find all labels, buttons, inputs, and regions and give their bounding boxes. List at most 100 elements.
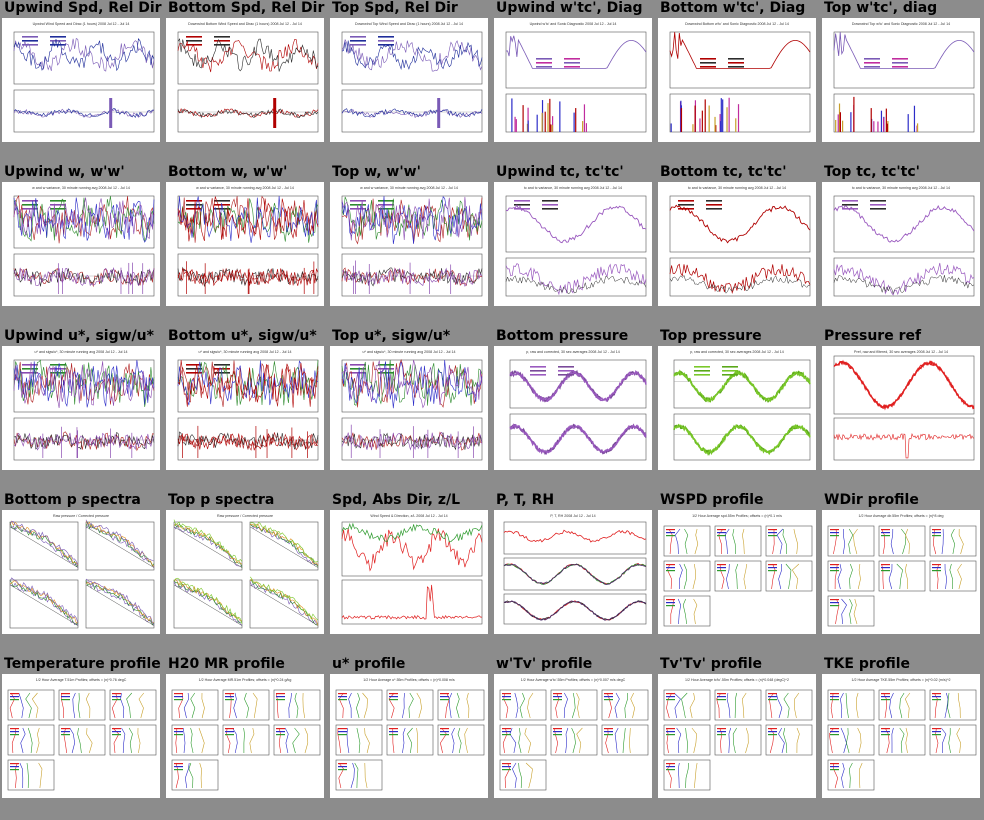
plot-tile[interactable]: H20 MR profile 1/2 Hour Average MR.51m Pr… [166, 656, 328, 802]
plot-thumbnail[interactable]: u* and sigw/u*, 30 minute running avg 20… [166, 346, 324, 470]
plot-caption: p, raw and corrected, 30 sec averages 20… [526, 350, 620, 354]
plot-thumbnail[interactable]: P, T, RH 2008 Jul 12 - Jul 14 [494, 510, 652, 634]
plot-title[interactable]: H20 MR profile [168, 656, 285, 672]
plot-tile[interactable]: Top Spd, Rel Dir Downwind Top Wind Speed … [330, 0, 492, 146]
plot-title[interactable]: WSPD profile [660, 492, 764, 508]
plot-thumbnail-image: tc and tc variance, 30 minute running av… [833, 186, 975, 297]
plot-tile[interactable]: P, T, RH P, T, RH 2008 Jul 12 - Jul 14 [494, 492, 656, 638]
plot-thumbnail[interactable]: Upwind w'tc' and Sonic Diagnostic 2008 J… [494, 18, 652, 142]
plot-thumbnail[interactable]: p, raw and corrected, 30 sec averages 20… [658, 346, 816, 470]
plot-tile[interactable]: Bottom u*, sigw/u* u* and sigw/u*, 30 min… [166, 328, 328, 474]
plot-title[interactable]: Temperature profile [4, 656, 161, 672]
plot-thumbnail[interactable]: Downwind Top Wind Speed and Dirac (1 hou… [330, 18, 488, 142]
plot-tile[interactable]: Upwind w, w'w' w and w variance, 30 minut… [2, 164, 164, 310]
plot-title[interactable]: Top w'tc', diag [824, 0, 938, 16]
plot-tile[interactable]: Top tc, tc'tc' tc and tc variance, 30 min… [822, 164, 984, 310]
plot-title[interactable]: w'Tv' profile [496, 656, 593, 672]
plot-title[interactable]: Bottom u*, sigw/u* [168, 328, 317, 344]
plot-thumbnail[interactable]: u* and sigw/u*, 30 minute running avg 20… [330, 346, 488, 470]
plot-title[interactable]: Bottom tc, tc'tc' [660, 164, 787, 180]
plot-tile[interactable]: Upwind tc, tc'tc' tc and tc variance, 30 … [494, 164, 656, 310]
plot-thumbnail[interactable]: Downwind Top w'tc' and Sonic Diagnostic … [822, 18, 980, 142]
plot-thumbnail[interactable]: tc and tc variance, 30 minute running av… [494, 182, 652, 306]
plot-thumbnail[interactable]: w and w variance, 30 minute running avg … [330, 182, 488, 306]
plot-thumbnail[interactable]: p, raw and corrected, 30 sec averages 20… [494, 346, 652, 470]
plot-thumbnail[interactable]: Raw pressure / Corrected pressure [166, 510, 324, 634]
plot-tile[interactable]: Bottom Spd, Rel Dir Downwind Bottom Wind … [166, 0, 328, 146]
plot-tile[interactable]: Spd, Abs Dir, z/L Wind Speed & Direction,… [330, 492, 492, 638]
plot-thumbnail[interactable]: Upwind Wind Speed and Dirac (1 hours) 20… [2, 18, 160, 142]
plot-tile[interactable]: Top u*, sigw/u* u* and sigw/u*, 30 minute… [330, 328, 492, 474]
plot-title[interactable]: Bottom pressure [496, 328, 629, 344]
plot-thumbnail[interactable]: 1/2 Hour Average TKE.55m Profiles; offse… [822, 674, 980, 798]
plot-title[interactable]: Bottom w, w'w' [168, 164, 288, 180]
plot-tile[interactable]: WSPD profile 1/2 Hour Average spd.55m Pro… [658, 492, 820, 638]
plot-thumbnail-image: 1/2 Hour Average TKE.55m Profiles; offse… [827, 678, 977, 791]
plot-tile[interactable]: Top p spectra Raw pressure / Corrected pr… [166, 492, 328, 638]
plot-title[interactable]: Top p spectra [168, 492, 275, 508]
plot-thumbnail[interactable]: 1/2 Hour Average dir.55m Profiles; offse… [822, 510, 980, 634]
plot-thumbnail[interactable]: Raw pressure / Corrected pressure [2, 510, 160, 634]
plot-title[interactable]: Upwind w, w'w' [4, 164, 125, 180]
plot-thumbnail[interactable]: w and w variance, 30 minute running avg … [2, 182, 160, 306]
plot-tile[interactable]: u* profile 1/2 Hour Average u*.55m Profil… [330, 656, 492, 802]
plot-title[interactable]: Upwind tc, tc'tc' [496, 164, 624, 180]
plot-thumbnail-image: u* and sigw/u*, 30 minute running avg 20… [13, 350, 155, 461]
plot-title[interactable]: u* profile [332, 656, 406, 672]
plot-thumbnail[interactable]: Downwind Bottom w'tc' and Sonic Diagnost… [658, 18, 816, 142]
plot-thumbnail[interactable]: Wind Speed & Direction, z/L 2008 Jul 12 … [330, 510, 488, 634]
plot-title[interactable]: Pressure ref [824, 328, 922, 344]
plot-tile[interactable]: w'Tv' profile 1/2 Hour Average w'tc'.55m … [494, 656, 656, 802]
plot-title[interactable]: Spd, Abs Dir, z/L [332, 492, 461, 508]
plot-title[interactable]: Bottom p spectra [4, 492, 141, 508]
plot-tile[interactable]: Tv'Tv' profile 1/2 Hour Average tc'tc'.55… [658, 656, 820, 802]
plot-title[interactable]: Upwind Spd, Rel Dir [4, 0, 162, 16]
plot-title[interactable]: Tv'Tv' profile [660, 656, 763, 672]
plot-tile[interactable]: Bottom pressure p, raw and corrected, 30 … [494, 328, 656, 474]
plot-title[interactable]: Bottom Spd, Rel Dir [168, 0, 325, 16]
plot-title[interactable]: TKE profile [824, 656, 911, 672]
plot-thumbnail[interactable]: 1/2 Hour Average w'tc'.55m Profiles; off… [494, 674, 652, 798]
plot-tile[interactable]: Top w'tc', diag Downwind Top w'tc' and So… [822, 0, 984, 146]
plot-tile[interactable]: WDir profile 1/2 Hour Average dir.55m Pro… [822, 492, 984, 638]
plot-tile[interactable]: Upwind u*, sigw/u* u* and sigw/u*, 30 min… [2, 328, 164, 474]
plot-title[interactable]: Top tc, tc'tc' [824, 164, 920, 180]
plot-tile[interactable]: Pressure ref Pref, raw and filtered, 30 s… [822, 328, 984, 474]
plot-tile[interactable]: Bottom w, w'w' w and w variance, 30 minut… [166, 164, 328, 310]
plot-thumbnail[interactable]: u* and sigw/u*, 30 minute running avg 20… [2, 346, 160, 470]
plot-title[interactable]: Top u*, sigw/u* [332, 328, 451, 344]
plot-thumbnail[interactable]: tc and tc variance, 30 minute running av… [658, 182, 816, 306]
plot-title[interactable]: WDir profile [824, 492, 919, 508]
plot-title[interactable]: Top w, w'w' [332, 164, 421, 180]
plot-tile[interactable]: Bottom p spectra Raw pressure / Corrected… [2, 492, 164, 638]
plot-title[interactable]: Top Spd, Rel Dir [332, 0, 458, 16]
plot-thumbnail-image: Upwind w'tc' and Sonic Diagnostic 2008 J… [505, 22, 647, 133]
plot-caption: tc and tc variance, 30 minute running av… [524, 186, 622, 190]
plot-title[interactable]: Bottom w'tc', Diag [660, 0, 806, 16]
plot-tile[interactable]: Temperature profile 1/2 Hour Average T.51… [2, 656, 164, 802]
plot-thumbnail[interactable]: Downwind Bottom Wind Speed and Dirac (1 … [166, 18, 324, 142]
plot-title[interactable]: P, T, RH [496, 492, 555, 508]
plot-thumbnail[interactable]: 1/2 Hour Average tc'tc'.55m Profiles; of… [658, 674, 816, 798]
plot-tile[interactable]: Top w, w'w' w and w variance, 30 minute r… [330, 164, 492, 310]
plot-tile[interactable]: TKE profile 1/2 Hour Average TKE.55m Prof… [822, 656, 984, 802]
plot-title[interactable]: Upwind u*, sigw/u* [4, 328, 154, 344]
plot-thumbnail[interactable]: 1/2 Hour Average spd.55m Profiles; offse… [658, 510, 816, 634]
plot-thumbnail-image: 1/2 Hour Average MR.51m Profiles; offset… [171, 678, 321, 791]
plot-caption: P, T, RH 2008 Jul 12 - Jul 14 [550, 514, 595, 518]
plot-caption: 1/2 Hour Average T.51m Profiles; offsets… [36, 678, 127, 682]
plot-tile[interactable]: Upwind w'tc', Diag Upwind w'tc' and Sonic… [494, 0, 656, 146]
plot-thumbnail[interactable]: 1/2 Hour Average MR.51m Profiles; offset… [166, 674, 324, 798]
plot-tile[interactable]: Bottom w'tc', Diag Downwind Bottom w'tc' … [658, 0, 820, 146]
plot-thumbnail[interactable]: w and w variance, 30 minute running avg … [166, 182, 324, 306]
plot-title[interactable]: Top pressure [660, 328, 762, 344]
plot-tile[interactable]: Top pressure p, raw and corrected, 30 sec… [658, 328, 820, 474]
plot-tile[interactable]: Bottom tc, tc'tc' tc and tc variance, 30 … [658, 164, 820, 310]
plot-thumbnail[interactable]: 1/2 Hour Average u*.55m Profiles; offset… [330, 674, 488, 798]
plot-thumbnail[interactable]: Pref, raw and filtered, 30 sec averages … [822, 346, 980, 470]
plot-thumbnail[interactable]: 1/2 Hour Average T.51m Profiles; offsets… [2, 674, 160, 798]
plot-thumbnail[interactable]: tc and tc variance, 30 minute running av… [822, 182, 980, 306]
plot-caption: u* and sigw/u*, 30 minute running avg 20… [35, 350, 128, 354]
plot-tile[interactable]: Upwind Spd, Rel Dir Upwind Wind Speed and… [2, 0, 164, 146]
plot-title[interactable]: Upwind w'tc', Diag [496, 0, 643, 16]
